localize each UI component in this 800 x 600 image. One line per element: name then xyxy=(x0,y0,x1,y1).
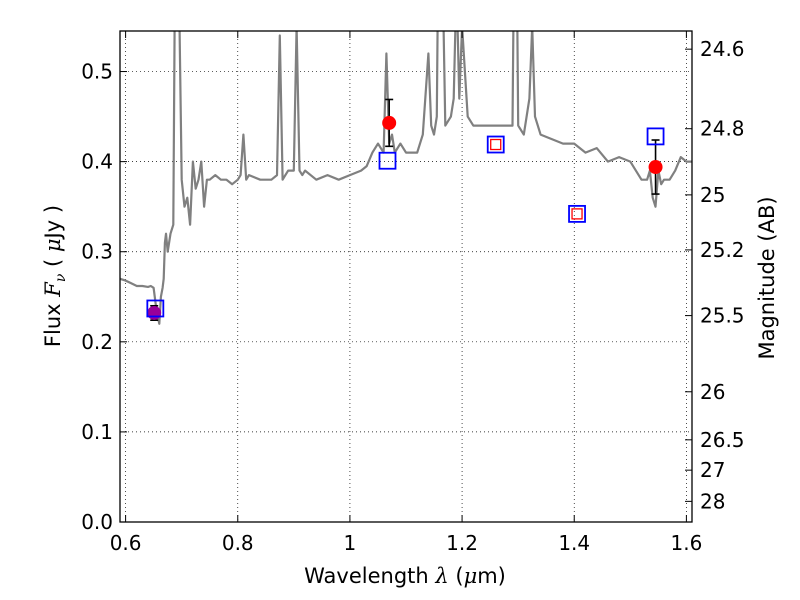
model-point xyxy=(146,299,165,318)
observed-point-alt xyxy=(147,305,162,320)
model-point xyxy=(646,127,665,146)
y-tick-label: 0.2 xyxy=(81,330,113,354)
y2-tick-label: 25.2 xyxy=(700,238,745,262)
y2-axis-label: Magnitude (AB) xyxy=(755,196,779,359)
y-axis-ticks: 0.0 0.1 0.2 0.3 0.4 0.5 xyxy=(81,60,127,534)
y2-tick-label: 24.6 xyxy=(700,37,745,61)
y-tick-label: 0.1 xyxy=(81,420,113,444)
y2-tick-label: 26 xyxy=(700,380,725,404)
y2-tick-label: 25 xyxy=(700,183,725,207)
y-tick-label: 0.0 xyxy=(81,510,113,534)
grid-lines xyxy=(120,31,692,523)
y2-tick-label: 27 xyxy=(700,458,725,482)
y2-tick-label: 24.8 xyxy=(700,117,745,141)
y2-tick-label: 26.5 xyxy=(700,428,745,452)
plot-frame xyxy=(119,30,693,523)
y2-axis-ticks: 24.6 24.8 25 25.2 25.5 26 26.5 27 28 xyxy=(685,37,745,513)
x-tick-label: 0.6 xyxy=(110,531,142,555)
y-tick-label: 0.5 xyxy=(81,60,113,84)
model-point xyxy=(378,151,397,170)
photometry-points xyxy=(146,98,665,321)
template-point xyxy=(571,208,583,220)
observed-point xyxy=(648,160,663,175)
y2-tick-label: 28 xyxy=(700,489,725,513)
y-tick-label: 0.3 xyxy=(81,240,113,264)
model-point xyxy=(568,204,586,223)
y-tick-label: 0.4 xyxy=(81,150,113,174)
y2-tick-label: 25.5 xyxy=(700,304,745,328)
observed-point xyxy=(382,115,397,130)
x-axis-ticks: 0.6 0.8 1 1.2 1.4 1.6 xyxy=(110,31,702,555)
x-tick-label: 1.2 xyxy=(446,531,478,555)
model-point xyxy=(486,135,505,154)
spectrum-line xyxy=(120,31,692,325)
template-point xyxy=(490,138,502,151)
x-tick-label: 1 xyxy=(344,531,357,555)
x-axis-label: Wavelength λ (μm) xyxy=(304,564,506,588)
y-axis-label: Flux Fν ( μJy ) xyxy=(41,205,69,347)
x-tick-label: 0.8 xyxy=(222,531,254,555)
x-tick-label: 1.6 xyxy=(670,531,702,555)
template-spectrum xyxy=(120,31,692,325)
x-tick-label: 1.4 xyxy=(558,531,590,555)
